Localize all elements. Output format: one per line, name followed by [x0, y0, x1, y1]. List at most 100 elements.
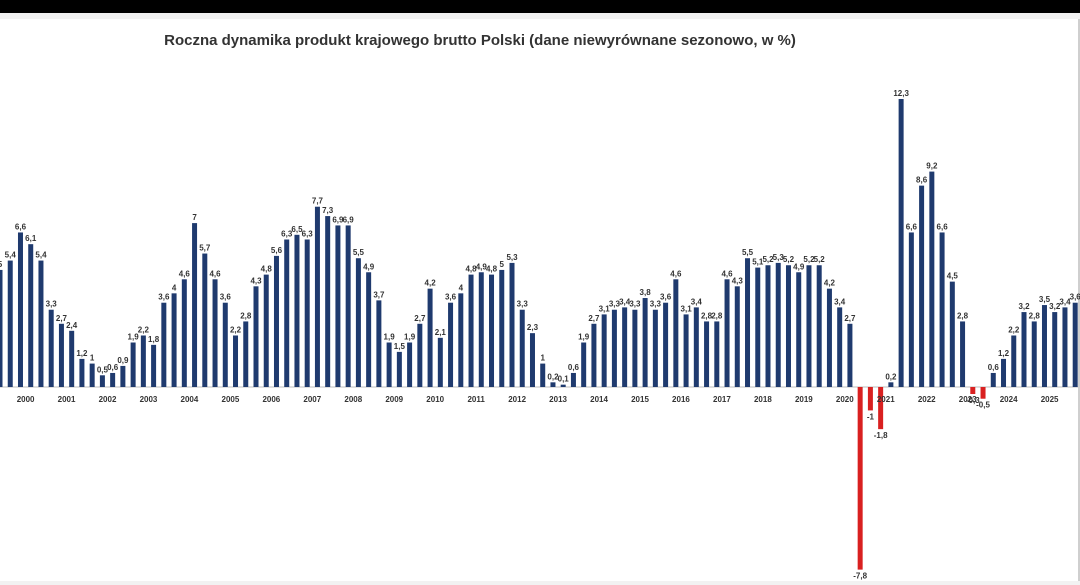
value-label: 2,2 [1008, 325, 1020, 334]
bar [1001, 358, 1007, 387]
value-label: -1,8 [874, 431, 888, 440]
bar [1021, 312, 1027, 387]
value-label: 1,2 [76, 349, 88, 358]
value-label: 4,2 [425, 279, 437, 288]
bar [509, 262, 515, 387]
bar [222, 302, 228, 387]
value-label: 6,6 [906, 222, 918, 231]
bar [724, 279, 730, 387]
bar [898, 99, 904, 387]
bar [632, 309, 638, 387]
value-label: 0,2 [547, 372, 559, 381]
value-label: 3,5 [1039, 295, 1051, 304]
bar [929, 171, 935, 387]
bar [386, 342, 392, 387]
value-label: 3,6 [445, 293, 457, 302]
bar [919, 185, 925, 387]
bar [857, 387, 863, 570]
bar [622, 307, 628, 387]
value-label: 3,3 [46, 300, 58, 309]
year-tick-label: 2010 [426, 395, 444, 404]
value-label: 4,6 [670, 269, 682, 278]
bar [0, 269, 3, 387]
value-label: 3,3 [517, 300, 529, 309]
bar [448, 302, 454, 387]
value-label: 5,4 [35, 251, 47, 260]
value-label: 5,1 [752, 258, 764, 267]
value-label: 4,3 [250, 276, 262, 285]
bar [949, 281, 955, 387]
value-label: 4,9 [363, 262, 375, 271]
value-label: 5,6 [271, 246, 283, 255]
value-label: 6,6 [15, 222, 27, 231]
bar [99, 375, 105, 387]
value-label: 5,2 [783, 255, 795, 264]
bar [253, 286, 259, 387]
bar [570, 372, 576, 387]
value-label: 4,8 [465, 265, 477, 274]
value-label: 3,7 [373, 290, 385, 299]
bar [130, 342, 136, 387]
value-label: 2,7 [844, 314, 856, 323]
bar [499, 269, 505, 387]
value-label: 2,2 [138, 325, 150, 334]
value-label: 3,3 [609, 300, 621, 309]
bar [601, 314, 607, 387]
bar [847, 323, 853, 387]
value-label: 4,3 [732, 276, 744, 285]
bar [611, 309, 617, 387]
year-tick-label: 2015 [631, 395, 649, 404]
bar [263, 274, 269, 387]
bar [693, 307, 699, 387]
bar [437, 337, 443, 387]
bar [1041, 305, 1047, 387]
bar [939, 232, 945, 387]
bar [990, 372, 996, 387]
bar [120, 365, 126, 387]
bar [335, 225, 341, 387]
value-label: 2,3 [527, 323, 539, 332]
value-label: 2,8 [957, 311, 969, 320]
bar [642, 298, 648, 387]
value-label: 5,3 [773, 253, 785, 262]
year-tick-label: 2011 [467, 395, 485, 404]
value-label: 3,2 [1018, 302, 1030, 311]
value-label: 1,2 [998, 349, 1010, 358]
bar [745, 258, 751, 387]
year-tick-label: 2001 [58, 395, 76, 404]
value-label: 5,4 [5, 251, 17, 260]
year-tick-label: 2003 [140, 395, 158, 404]
bar [755, 267, 761, 387]
bar [714, 321, 720, 387]
value-label: 2,7 [56, 314, 68, 323]
value-label: 4,6 [721, 269, 733, 278]
bar [396, 351, 402, 387]
bar [960, 321, 966, 387]
bar [796, 272, 802, 387]
bar [734, 286, 740, 387]
bar [202, 253, 208, 387]
bar [468, 274, 474, 387]
value-label: 3,8 [640, 288, 652, 297]
bar [683, 314, 689, 387]
value-label: 4,6 [179, 269, 191, 278]
bar [407, 342, 413, 387]
year-tick-label: 2022 [918, 395, 936, 404]
value-label: 4,5 [947, 272, 959, 281]
bar [560, 384, 566, 387]
value-label: 4 [459, 283, 464, 292]
year-tick-label: 2019 [795, 395, 813, 404]
value-label: 0,6 [568, 363, 580, 372]
value-label: 5 [0, 260, 3, 269]
value-label: 0,6 [988, 363, 1000, 372]
bar [376, 300, 382, 387]
value-label: -0,3 [966, 396, 980, 405]
value-label: 3,6 [660, 293, 672, 302]
bar [28, 244, 34, 387]
value-label: 6,5 [291, 225, 303, 234]
bar [110, 372, 116, 387]
value-label: 6,9 [343, 215, 355, 224]
year-tick-label: 2024 [1000, 395, 1018, 404]
value-label: 1 [540, 354, 545, 363]
value-label: 2,8 [240, 311, 252, 320]
